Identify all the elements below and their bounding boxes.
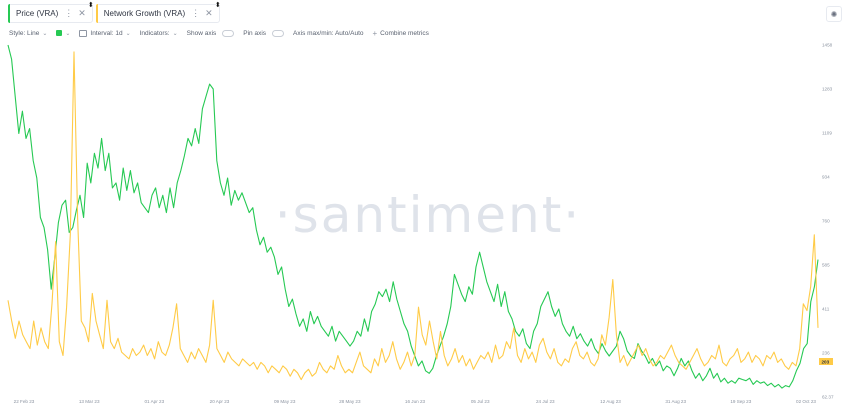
drag-handle-icon[interactable]: ⬍ [214,2,221,9]
y-tick-label: 62.37 [822,395,834,400]
interval-dropdown[interactable]: Interval: 1d ⌄ [79,29,131,37]
plus-icon: + [372,28,378,38]
x-tick-label: 24 Jul 23 [536,399,555,404]
series-layer [7,44,819,389]
metric-color-swatch [95,4,98,23]
x-tick-label: 20 Apr 23 [210,399,230,404]
toggle-switch[interactable] [272,29,285,37]
axis-maxmin-dropdown[interactable]: Axis max/min: Auto/Auto [293,30,363,37]
indicators-label: Indicators: [139,29,170,37]
show-axis-toggle[interactable]: Show axis [186,29,235,37]
y-tick-label: 1283 [822,87,833,92]
axis-maxmin-label: Axis max/min: Auto/Auto [293,29,364,37]
close-icon[interactable]: ✕ [78,8,86,18]
close-icon[interactable]: ✕ [205,8,213,18]
x-tick-label: 16 Jun 23 [405,399,426,404]
y-axis-right: 1458 1283 1109 934 760 585 411 236 62.37 203 [819,43,834,400]
chart-toolbar: Style: Line ⌄ ⌄ Interval: 1d ⌄ Indicator… [9,27,438,39]
y-tick-label: 1458 [822,43,833,48]
y-tick-label: 1109 [822,131,832,136]
x-tick-label: 31 Aug 23 [665,399,686,404]
x-tick-label: 09 May 23 [274,399,296,404]
x-tick-label: 13 Mar 23 [79,399,100,404]
show-axis-label: Show axis [186,29,217,37]
drag-handle-icon[interactable]: ⬍ [87,2,94,9]
more-vertical-icon[interactable]: ⋮ [191,8,200,18]
y-tick-label: 236 [822,351,830,356]
style-dropdown[interactable]: Style: Line ⌄ [9,30,47,37]
combine-metrics-button[interactable]: + Combine metrics [373,29,429,38]
gear-icon: ✺ [830,9,838,19]
indicators-dropdown[interactable]: Indicators: ⌄ [140,30,178,37]
metric-tab-network-growth[interactable]: Network Growth (VRA) ⋮ ✕ ⬍ [95,2,221,23]
x-tick-label: 19 Sep 23 [730,399,751,404]
x-tick-label: 05 Jul 23 [471,399,490,404]
chevron-down-icon: ⌄ [42,30,48,37]
toggle-switch[interactable] [222,29,235,37]
color-swatch-icon [56,30,63,36]
color-picker[interactable]: ⌄ [56,30,70,37]
x-tick-label: 22 Feb 23 [14,399,35,404]
x-tick-label: 02 Oct 23 [796,399,816,404]
calendar-icon [79,29,88,37]
x-axis: 22 Feb 23 13 Mar 23 01 Apr 23 20 Apr 23 09 M… [14,399,817,404]
settings-button[interactable]: ✺ [826,6,842,22]
current-value-label: 203 [822,359,830,364]
style-label: Style: Line [9,29,40,37]
pin-axis-label: Pin axis [243,29,267,37]
chevron-down-icon: ⌄ [65,30,71,37]
metric-label: Network Growth (VRA) [103,9,186,18]
more-vertical-icon[interactable]: ⋮ [64,8,73,18]
y-tick-label: 760 [822,219,830,224]
metric-tabs: Price (VRA) ⋮ ✕ ⬍ Network Growth (VRA) ⋮… [8,2,221,23]
pin-axis-toggle[interactable]: Pin axis [243,29,285,37]
current-value-badge [819,358,833,365]
x-tick-label: 01 Apr 23 [144,399,164,404]
price-network-growth-chart[interactable]: ·santiment· 22 Feb 23 13 Mar 23 01 Apr 23 2… [0,40,850,414]
metric-label: Price (VRA) [16,9,59,18]
x-tick-label: 28 May 23 [339,399,361,404]
interval-label: Interval: 1d [90,29,123,37]
metric-color-swatch [8,4,10,23]
series-line-price [7,44,819,389]
series-line-network-growth [7,51,819,381]
y-tick-label: 585 [822,263,830,268]
chevron-down-icon: ⌄ [172,30,178,37]
y-tick-label: 411 [822,307,830,312]
chevron-down-icon: ⌄ [125,30,131,37]
metric-tab-price[interactable]: Price (VRA) ⋮ ✕ ⬍ [8,2,94,23]
santiment-watermark: ·santiment· [275,186,581,244]
y-tick-label: 934 [822,175,830,180]
combine-metrics-label: Combine metrics [380,29,429,37]
x-tick-label: 12 Aug 23 [600,399,621,404]
